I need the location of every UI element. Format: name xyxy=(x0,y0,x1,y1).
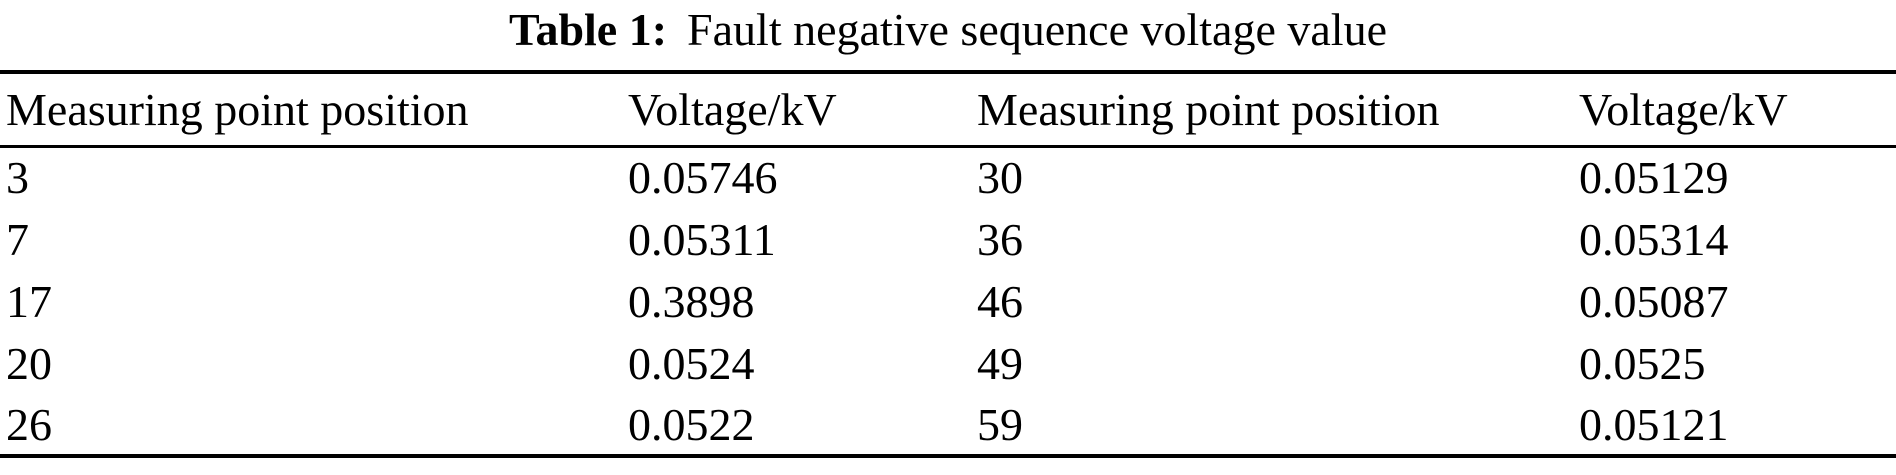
table-caption-text: Fault negative sequence voltage value xyxy=(687,4,1387,55)
fault-voltage-table: Measuring point position Voltage/kV Meas… xyxy=(0,70,1896,458)
table-caption: Table 1: Fault negative sequence voltage… xyxy=(0,0,1896,70)
cell-point: 17 xyxy=(6,275,52,327)
table-row: 17 0.3898 46 0.05087 xyxy=(0,270,1896,332)
cell-point: 46 xyxy=(977,275,1023,327)
cell-point: 59 xyxy=(977,398,1023,450)
col-header-voltage-left: Voltage/kV xyxy=(628,83,837,135)
cell-point: 26 xyxy=(6,398,52,450)
cell-point: 7 xyxy=(6,213,29,265)
cell-point: 20 xyxy=(6,337,52,389)
cell-voltage: 0.05314 xyxy=(1579,213,1729,265)
col-header-measuring-point-left: Measuring point position xyxy=(6,83,469,135)
cell-voltage: 0.0522 xyxy=(628,398,755,450)
cell-point: 36 xyxy=(977,213,1023,265)
cell-voltage: 0.05087 xyxy=(1579,275,1729,327)
cell-voltage: 0.0524 xyxy=(628,337,755,389)
cell-voltage: 0.0525 xyxy=(1579,337,1706,389)
table-row: 20 0.0524 49 0.0525 xyxy=(0,332,1896,394)
table-row: 7 0.05311 36 0.05314 xyxy=(0,208,1896,270)
cell-voltage: 0.05311 xyxy=(628,213,776,265)
cell-point: 30 xyxy=(977,152,1023,204)
cell-voltage: 0.05746 xyxy=(628,152,778,204)
header-row: Measuring point position Voltage/kV Meas… xyxy=(0,72,1896,146)
table-caption-label: Table 1: xyxy=(508,4,668,55)
cell-voltage: 0.05129 xyxy=(1579,152,1729,204)
table-row: 26 0.0522 59 0.05121 xyxy=(0,394,1896,456)
cell-voltage: 0.05121 xyxy=(1579,398,1729,450)
col-header-measuring-point-right: Measuring point position xyxy=(977,83,1440,135)
col-header-voltage-right: Voltage/kV xyxy=(1579,83,1788,135)
table-row: 3 0.05746 30 0.05129 xyxy=(0,146,1896,208)
cell-point: 3 xyxy=(6,152,29,204)
cell-voltage: 0.3898 xyxy=(628,275,755,327)
cell-point: 49 xyxy=(977,337,1023,389)
